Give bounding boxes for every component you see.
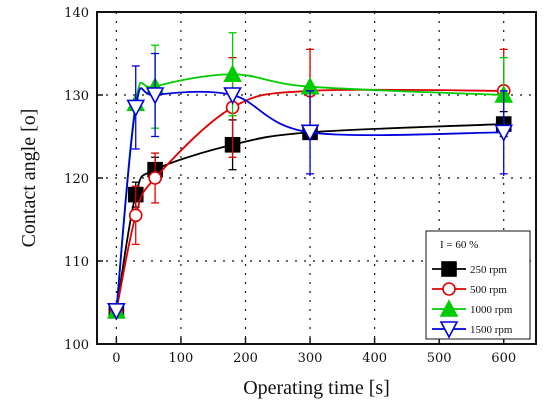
y-tick-label: 140: [64, 6, 89, 21]
legend-entry: 500 rpm: [432, 282, 507, 296]
legend-marker: [441, 261, 457, 277]
data-series: [107, 32, 514, 321]
legend: I = 60 % 250 rpm 500 rpm 1000 rpm 1500 rpm: [425, 230, 531, 340]
legend-box: [425, 230, 531, 340]
x-tick-label: 300: [298, 351, 323, 366]
x-tick-label: 0: [112, 351, 120, 366]
x-tick-label: 100: [169, 351, 194, 366]
legend-label: 1500 rpm: [470, 324, 513, 336]
x-tick-label: 600: [491, 351, 516, 366]
y-tick-label: 130: [64, 89, 89, 104]
legend-entry: 250 rpm: [432, 261, 507, 277]
data-point: [145, 87, 165, 105]
data-point: [223, 64, 242, 83]
axis-ticks: 0 100 200 300 400 500 600 100 110 120 130 140: [64, 6, 516, 366]
legend-marker: [439, 299, 459, 317]
x-axis-title: Operating time [s]: [243, 377, 390, 399]
y-tick-label: 100: [64, 338, 89, 353]
series-line: [115, 123, 504, 311]
legend-title: I = 60 %: [440, 239, 478, 251]
legend-marker: [439, 321, 459, 339]
x-tick-label: 500: [427, 351, 452, 366]
x-tick-label: 200: [233, 351, 258, 366]
data-point: [300, 124, 320, 143]
y-tick-label: 120: [64, 172, 89, 187]
data-point: [223, 87, 242, 105]
legend-label: 250 rpm: [470, 264, 507, 276]
legend-marker: [442, 282, 456, 296]
series-line: [115, 87, 504, 311]
legend-label: 1000 rpm: [470, 304, 513, 316]
legend-entry: 1500 rpm: [432, 321, 513, 339]
plot-frame: [96, 11, 537, 345]
data-point: [494, 124, 514, 143]
x-tick-label: 400: [362, 351, 387, 366]
legend-label: 500 rpm: [470, 284, 507, 296]
series-1500-rpm: [107, 52, 514, 321]
y-axis-title: Contact angle [o]: [18, 109, 40, 248]
data-point: [148, 171, 162, 185]
data-point: [126, 99, 146, 118]
data-point: [107, 302, 126, 321]
y-tick-label: 110: [64, 255, 89, 270]
legend-entry: 1000 rpm: [432, 299, 513, 317]
data-point: [128, 208, 143, 223]
